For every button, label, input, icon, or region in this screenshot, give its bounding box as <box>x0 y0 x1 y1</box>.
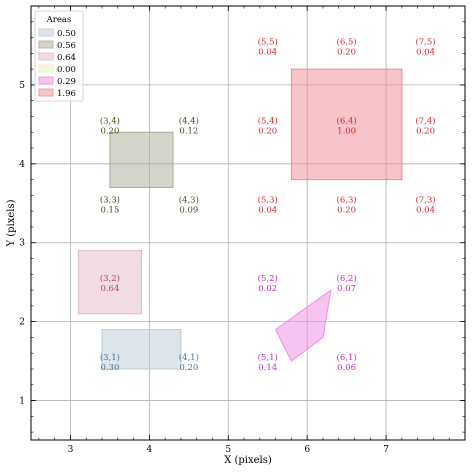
cell-labels: (3,1)0.30(4,1)0.20(3,2)0.64(3,3)0.15(4,3… <box>100 36 436 373</box>
y-tick-label: 4 <box>19 160 25 170</box>
plot-frame <box>30 5 466 441</box>
cell-value-label: 0.09 <box>179 205 198 215</box>
cell-value-label: 0.15 <box>100 205 119 215</box>
legend-entry-label: 1.96 <box>57 89 76 99</box>
legend-swatch <box>38 76 54 85</box>
cell-value-label: 0.20 <box>337 205 356 215</box>
cell-value-label: 0.04 <box>258 205 277 215</box>
legend-entry-label: 0.56 <box>57 41 76 51</box>
legend-swatch <box>38 64 54 73</box>
y-tick-label: 5 <box>19 81 25 91</box>
cell-coord-label: (7,5) <box>415 36 435 47</box>
cell-coord-label: (6,1) <box>337 352 357 363</box>
cell-value-label: 0.07 <box>337 284 356 294</box>
y-tick-label: 1 <box>19 397 25 407</box>
cell-coord-label: (7,3) <box>415 194 435 205</box>
legend-entry-label: 0.00 <box>57 65 76 75</box>
cell-value-label: 0.20 <box>416 126 435 136</box>
cell-value-label: 0.04 <box>416 47 435 57</box>
cell-value-label: 0.20 <box>100 126 119 136</box>
y-tick-label: 3 <box>19 239 25 249</box>
cell-coord-label: (5,4) <box>258 115 278 126</box>
cell-coord-label: (6,3) <box>337 194 357 205</box>
x-tick-label: 7 <box>383 445 389 455</box>
legend-swatch <box>38 40 54 49</box>
cell-coord-label: (6,4) <box>337 115 357 126</box>
cell-coord-label: (3,1) <box>100 352 120 363</box>
cell-coord-label: (6,5) <box>337 36 357 47</box>
cell-coord-label: (7,4) <box>415 115 435 126</box>
legend-swatch <box>38 28 54 37</box>
cell-value-label: 0.12 <box>179 126 198 136</box>
cell-coord-label: (4,4) <box>179 115 199 126</box>
y-axis-label: Y (pixels) <box>6 199 17 247</box>
legend-title: Areas <box>46 15 72 25</box>
cell-coord-label: (3,3) <box>100 194 120 205</box>
cell-coord-label: (4,3) <box>179 194 199 205</box>
x-tick-label: 3 <box>68 445 74 455</box>
axis-ticks: 3 4 5 6 7 1 2 3 4 5 <box>19 5 466 455</box>
legend: Areas 0.50 0.56 0.64 0.00 0.29 1.96 <box>34 10 84 102</box>
cell-value-label: 1.00 <box>337 126 356 136</box>
cell-value-label: 0.02 <box>258 284 277 294</box>
cell-coord-label: (5,2) <box>258 273 278 284</box>
area-shape <box>290 68 403 181</box>
cell-value-label: 0.04 <box>258 47 277 57</box>
cell-coord-label: (5,5) <box>258 36 278 47</box>
x-axis-label: X (pixels) <box>224 455 272 466</box>
cell-value-label: 0.04 <box>416 205 435 215</box>
cell-coord-label: (5,3) <box>258 194 278 205</box>
cell-coord-label: (4,1) <box>179 352 199 363</box>
legend-swatch <box>38 88 54 97</box>
legend-entry-label: 0.50 <box>57 29 76 39</box>
cell-value-label: 0.20 <box>179 363 198 373</box>
cell-coord-label: (3,2) <box>100 273 120 284</box>
cell-coord-label: (5,1) <box>258 352 278 363</box>
cell-value-label: 0.20 <box>258 126 277 136</box>
cell-value-label: 0.06 <box>337 363 356 373</box>
legend-entry-label: 0.29 <box>57 77 76 87</box>
cell-value-label: 0.20 <box>337 47 356 57</box>
cell-value-label: 0.64 <box>100 284 119 294</box>
x-tick-label: 6 <box>304 445 310 455</box>
legend-swatch <box>38 52 54 61</box>
area-shapes <box>77 68 403 370</box>
legend-entry-label: 0.64 <box>57 53 76 63</box>
area-shape <box>77 250 142 315</box>
cell-value-label: 0.30 <box>100 363 119 373</box>
x-tick-label: 4 <box>146 445 152 455</box>
cell-value-label: 0.14 <box>258 363 277 373</box>
cell-coord-label: (6,2) <box>337 273 357 284</box>
area-shape <box>274 288 332 362</box>
area-shape <box>101 329 182 370</box>
area-shape <box>109 131 174 188</box>
y-tick-label: 2 <box>19 318 25 328</box>
x-tick-label: 5 <box>225 445 231 455</box>
cell-coord-label: (3,4) <box>100 115 120 126</box>
